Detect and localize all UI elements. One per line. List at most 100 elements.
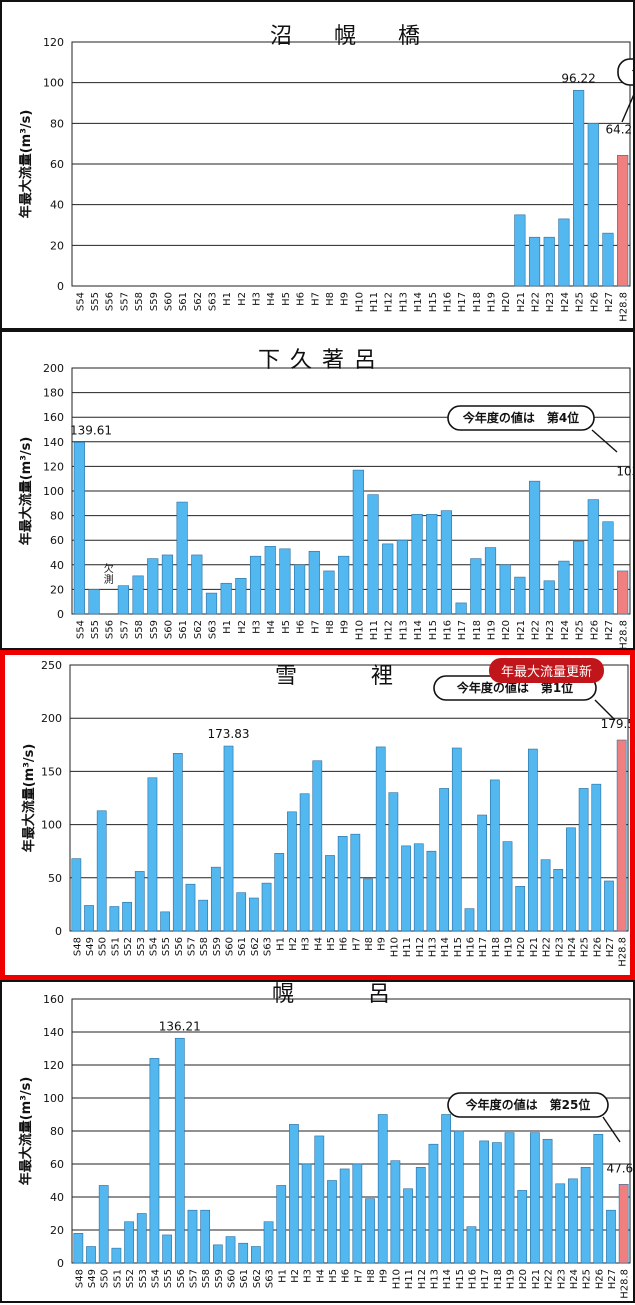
bar <box>580 1167 591 1264</box>
bar <box>528 236 541 287</box>
bar <box>210 866 221 932</box>
y-tick-label: 80 <box>50 510 64 523</box>
y-tick-label: 100 <box>43 485 64 498</box>
data-label: 96.22 <box>561 71 595 85</box>
y-tick-label: 20 <box>50 583 64 596</box>
x-tick-label: H3 <box>303 1269 314 1283</box>
y-tick-label: 0 <box>57 608 64 621</box>
y-tick-label: 100 <box>43 77 64 90</box>
callout-box <box>447 405 595 431</box>
x-tick-label: H7 <box>310 620 321 634</box>
y-tick-label: 60 <box>50 534 64 547</box>
x-tick-label: H13 <box>398 620 409 640</box>
bar <box>363 878 373 932</box>
bar <box>220 582 232 615</box>
x-tick-label: H28.8 <box>618 937 629 967</box>
x-tick-label: H5 <box>328 1269 339 1283</box>
bar <box>367 494 379 615</box>
bar <box>428 1143 439 1264</box>
y-axis-label: 年最大流量(m³/s) <box>18 1077 34 1186</box>
x-tick-label: H23 <box>556 1269 567 1289</box>
x-tick-label: S59 <box>212 937 223 956</box>
bar <box>455 602 467 615</box>
x-tick-label: S56 <box>105 292 116 311</box>
bar <box>489 779 500 932</box>
x-tick-label: H2 <box>237 620 248 634</box>
bar <box>339 1168 350 1264</box>
bar <box>191 554 203 615</box>
bar <box>122 901 132 932</box>
bar <box>440 510 453 615</box>
y-tick-label: 160 <box>43 411 64 424</box>
bar-current-year <box>617 570 629 615</box>
x-tick-label: H20 <box>518 1269 529 1289</box>
bar <box>573 90 585 287</box>
bar <box>308 550 320 615</box>
bar <box>477 814 488 932</box>
bar <box>132 575 144 615</box>
x-tick-label: H6 <box>296 292 307 306</box>
x-tick-label: S54 <box>75 292 86 311</box>
bar <box>382 543 394 615</box>
y-tick-label: 60 <box>50 1158 64 1171</box>
bar <box>517 1190 528 1264</box>
bar <box>98 1185 109 1264</box>
x-tick-label: S56 <box>174 937 185 956</box>
x-tick-label: H22 <box>531 292 542 312</box>
callout-leader <box>621 90 635 123</box>
bar <box>73 441 85 615</box>
panel-shimokuchoro: 下久著呂 0 20 40 60 80 100 120 140 160 180 200 年最大流量(m³… <box>0 330 635 650</box>
x-tick-label: H17 <box>457 292 468 312</box>
y-tick-label: 250 <box>41 659 62 672</box>
bar <box>401 845 411 932</box>
y-tick-label: 0 <box>57 1257 64 1270</box>
bar <box>136 1213 147 1264</box>
x-tick-label: H4 <box>266 620 277 634</box>
y-axis-label: 年最大流量(m³/s) <box>21 744 37 853</box>
x-tick-label: S48 <box>72 937 83 956</box>
x-tick-label: H18 <box>472 292 483 312</box>
bar <box>236 892 247 932</box>
bar <box>327 1180 337 1264</box>
callout-text: 今年度の値は 第4位 <box>462 410 579 425</box>
bar <box>587 499 599 615</box>
y-tick-label: 200 <box>41 712 62 725</box>
y-axis-label: 年最大流量(m³/s) <box>18 110 34 219</box>
x-tick-label: H24 <box>567 937 578 957</box>
x-tick-label: H1 <box>222 620 233 634</box>
x-tick-label: S51 <box>112 1269 123 1288</box>
y-tick-label: 120 <box>43 1059 64 1072</box>
y-tick-label: 80 <box>50 1125 64 1138</box>
x-tick-label: S55 <box>161 937 172 956</box>
y-tick-label: 60 <box>50 158 64 171</box>
x-tick-label: S63 <box>208 620 219 639</box>
bar <box>441 1114 451 1264</box>
missing-data-label: 欠測 <box>104 562 114 586</box>
x-tick-label: H21 <box>516 620 527 640</box>
bar <box>198 899 209 932</box>
x-tick-label: H17 <box>478 937 489 957</box>
x-tick-label: H25 <box>575 292 586 312</box>
x-tick-label: S55 <box>90 620 101 639</box>
x-tick-label: H12 <box>384 620 395 640</box>
x-tick-label: H8 <box>366 1269 377 1283</box>
bar <box>86 1246 96 1264</box>
bar-current-year <box>618 1184 629 1264</box>
bar <box>555 1183 566 1264</box>
x-tick-label: S62 <box>193 620 204 639</box>
x-tick-label: H1 <box>222 292 233 306</box>
x-tick-label: S61 <box>178 620 189 639</box>
bar <box>466 1226 477 1264</box>
x-tick-label: H20 <box>501 292 512 312</box>
x-tick-label: S48 <box>74 1269 85 1288</box>
bar <box>147 558 159 615</box>
x-tick-label: H19 <box>504 937 515 957</box>
x-tick-label: H1 <box>275 937 286 951</box>
x-tick-label: H2 <box>237 292 248 306</box>
x-tick-label: H14 <box>413 620 424 640</box>
x-tick-label: S57 <box>186 937 197 956</box>
x-tick-label: S52 <box>125 1269 136 1288</box>
x-tick-label: H28.8 <box>619 620 630 648</box>
bar <box>593 1134 604 1264</box>
bar <box>491 1142 502 1264</box>
